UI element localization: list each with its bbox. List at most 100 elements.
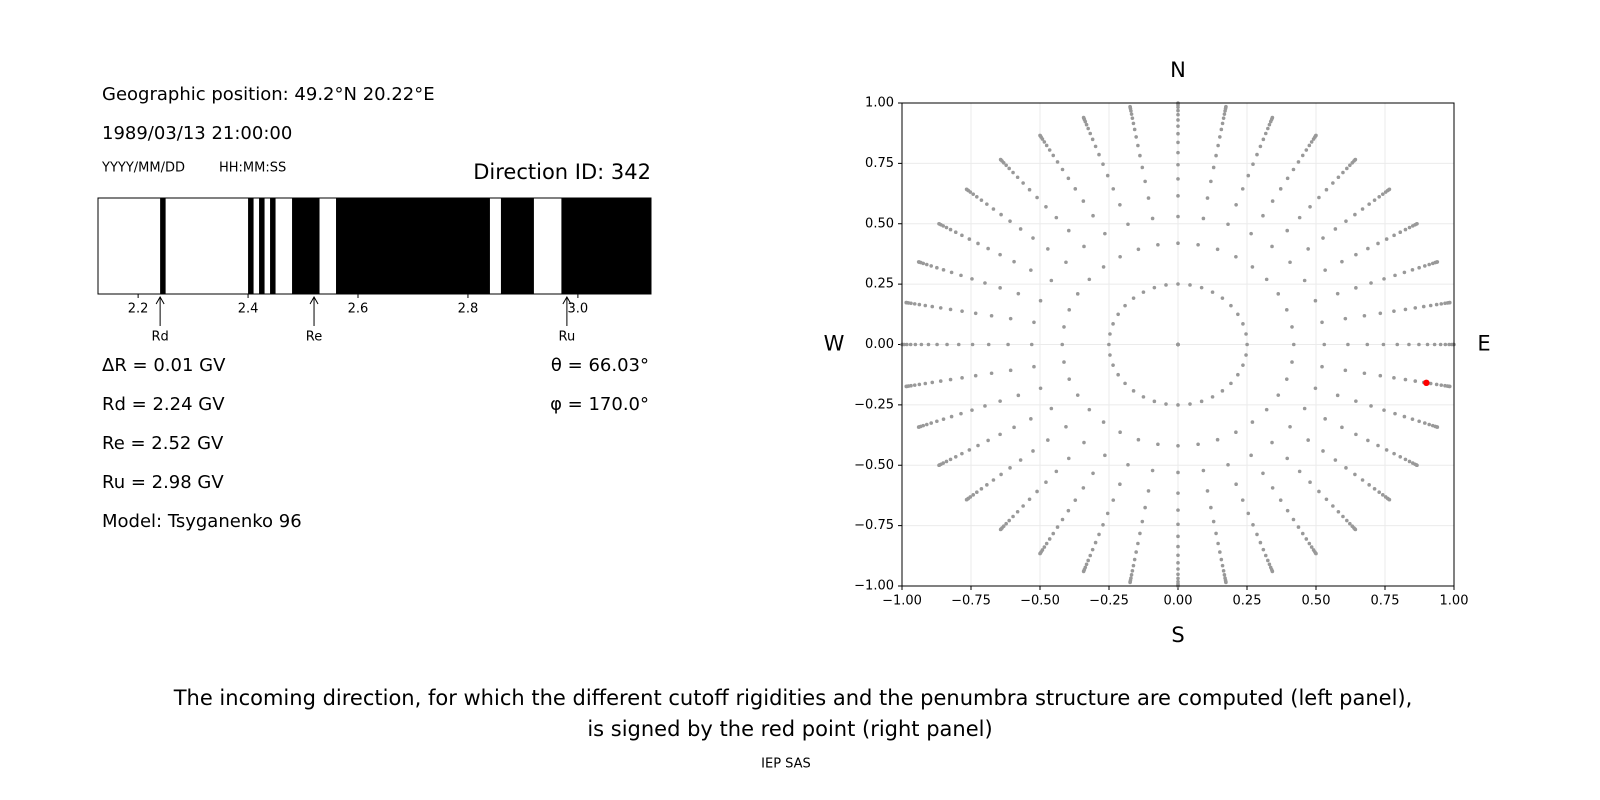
x-tick-label: 3.0 bbox=[568, 302, 589, 317]
direction-point bbox=[1413, 306, 1418, 310]
direction-point bbox=[1369, 281, 1373, 285]
direction-point bbox=[1150, 216, 1155, 221]
direction-point bbox=[929, 264, 933, 268]
direction-point bbox=[1266, 126, 1270, 131]
direction-point bbox=[1211, 165, 1216, 170]
direction-point bbox=[1136, 247, 1141, 252]
y-tick-label: 0.00 bbox=[865, 337, 894, 352]
direction-point bbox=[998, 527, 1003, 532]
direction-point bbox=[1066, 228, 1071, 233]
direction-point bbox=[1084, 122, 1089, 127]
direction-point bbox=[1164, 402, 1168, 406]
direction-point bbox=[1251, 522, 1255, 527]
direction-point bbox=[1118, 482, 1122, 487]
direction-point bbox=[1101, 420, 1106, 424]
direction-point bbox=[1031, 449, 1035, 453]
direction-point bbox=[1055, 160, 1060, 164]
direction-point bbox=[1042, 140, 1047, 144]
direction-point bbox=[1176, 150, 1180, 155]
direction-point bbox=[1111, 322, 1115, 326]
direction-point bbox=[970, 277, 974, 281]
direction-point bbox=[1377, 194, 1381, 199]
direction-point bbox=[1091, 471, 1095, 476]
marker-label: Rd bbox=[151, 330, 168, 345]
direction-point bbox=[1415, 221, 1419, 226]
direction-point bbox=[989, 313, 994, 318]
direction-point bbox=[1300, 531, 1305, 536]
direction-point bbox=[1047, 148, 1052, 152]
direction-point bbox=[1354, 399, 1358, 403]
direction-point bbox=[956, 342, 961, 347]
direction-point bbox=[1044, 205, 1048, 209]
direction-point bbox=[1263, 131, 1268, 136]
direction-point bbox=[1015, 509, 1020, 514]
direction-point bbox=[1392, 451, 1396, 456]
direction-point bbox=[1302, 406, 1307, 411]
direction-point bbox=[1423, 264, 1427, 268]
direction-point bbox=[1008, 316, 1013, 321]
direction-point bbox=[1291, 517, 1296, 522]
direction-point bbox=[1138, 153, 1142, 158]
direction-point bbox=[1384, 448, 1389, 452]
re: Re = 2.52 GV bbox=[102, 433, 224, 454]
direction-point bbox=[1136, 437, 1141, 442]
direction-point bbox=[1081, 115, 1086, 120]
direction-point bbox=[941, 417, 946, 421]
direction-id: Direction ID: 342 bbox=[473, 160, 651, 184]
direction-point bbox=[1031, 236, 1035, 240]
marker-label: Ru bbox=[559, 330, 576, 345]
direction-point bbox=[1284, 308, 1289, 312]
direction-point bbox=[944, 225, 949, 230]
direction-point bbox=[1226, 462, 1230, 467]
direction-point bbox=[1029, 417, 1033, 421]
direction-point bbox=[1285, 508, 1290, 513]
band bbox=[259, 198, 265, 294]
direction-point bbox=[1201, 468, 1206, 473]
direction-point bbox=[1345, 166, 1349, 171]
direction-point bbox=[1066, 176, 1071, 181]
direction-point bbox=[1323, 417, 1327, 421]
direction-point bbox=[1407, 225, 1412, 230]
direction-point bbox=[1051, 153, 1056, 158]
direction-point bbox=[1314, 551, 1318, 556]
direction-point bbox=[1360, 207, 1365, 211]
direction-point bbox=[1403, 457, 1408, 462]
direction-point bbox=[1261, 547, 1266, 552]
direction-point bbox=[1398, 454, 1403, 459]
direction-point bbox=[1407, 342, 1411, 347]
x-tick-label: 2.6 bbox=[348, 302, 369, 317]
direction-point bbox=[1376, 443, 1380, 448]
direction-point bbox=[1081, 569, 1086, 574]
direction-point bbox=[1255, 152, 1259, 157]
direction-point bbox=[1188, 283, 1192, 287]
direction-point bbox=[1090, 547, 1095, 552]
direction-point bbox=[1093, 144, 1098, 149]
direction-point bbox=[1130, 569, 1135, 573]
direction-point bbox=[1249, 231, 1253, 236]
direction-point bbox=[1222, 573, 1227, 577]
direction-point bbox=[1060, 167, 1065, 172]
marker-arrowhead bbox=[309, 295, 319, 305]
direction-point bbox=[1176, 443, 1180, 448]
direction-point bbox=[1321, 449, 1325, 453]
y-tick-label: −0.50 bbox=[854, 458, 894, 473]
direction-point bbox=[964, 187, 969, 192]
direction-point bbox=[1176, 534, 1180, 539]
direction-point bbox=[1156, 442, 1160, 447]
direction-point bbox=[1007, 518, 1011, 523]
direction-point bbox=[985, 202, 989, 206]
direction-point bbox=[1249, 453, 1253, 458]
direction-point bbox=[1176, 131, 1180, 136]
direction-point bbox=[1335, 393, 1340, 398]
direction-point bbox=[1244, 332, 1248, 336]
direction-point bbox=[1131, 389, 1136, 393]
direction-point bbox=[1447, 342, 1451, 347]
direction-point bbox=[1403, 307, 1408, 312]
direction-point bbox=[1220, 121, 1225, 126]
direction-point bbox=[1425, 342, 1430, 347]
direction-point bbox=[1146, 489, 1151, 493]
direction-point bbox=[1060, 342, 1065, 347]
direction-point bbox=[1413, 379, 1418, 383]
direction-point bbox=[1116, 312, 1120, 317]
direction-point bbox=[1111, 187, 1116, 191]
